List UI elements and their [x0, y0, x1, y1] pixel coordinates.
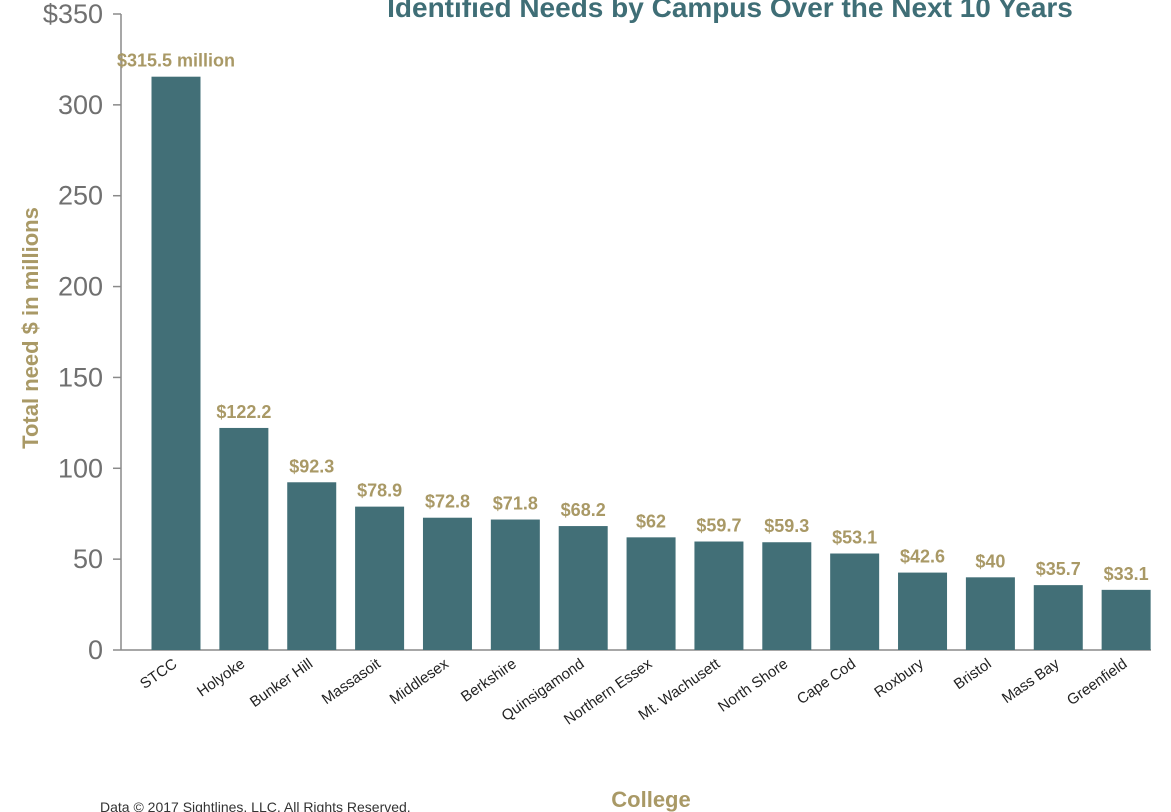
- bar: [219, 427, 269, 650]
- y-tick-label: $350: [43, 0, 103, 29]
- data-label: $122.2: [216, 402, 271, 422]
- y-tick-label: 250: [58, 181, 103, 211]
- bar: [151, 76, 201, 651]
- bar: [762, 542, 812, 650]
- data-label: $33.1: [1104, 564, 1149, 584]
- data-label: $71.8: [493, 494, 538, 514]
- y-tick-label: 200: [58, 272, 103, 302]
- bar: [1033, 585, 1083, 650]
- copyright-credit: Data © 2017 Sightlines, LLC. All Rights …: [100, 799, 411, 812]
- bar: [490, 519, 540, 650]
- x-tick-label: Berkshire: [458, 655, 520, 705]
- x-tick-label: Middlesex: [387, 655, 452, 708]
- data-label: $40: [975, 551, 1005, 571]
- x-tick-label: Massasoit: [319, 655, 385, 708]
- x-tick-label: Bunker Hill: [247, 655, 316, 711]
- x-tick-label: North Shore: [715, 655, 791, 715]
- data-label: $42.6: [900, 547, 945, 567]
- x-tick-label: Bristol: [951, 655, 995, 693]
- y-tick-label: 100: [58, 453, 103, 483]
- y-tick-label: 300: [58, 90, 103, 120]
- data-label: $59.7: [696, 516, 741, 536]
- data-label: $62: [636, 511, 666, 531]
- x-tick-label: Mass Bay: [999, 655, 1063, 707]
- bar: [422, 517, 472, 650]
- data-label: $59.3: [764, 516, 809, 536]
- x-axis-label: College: [611, 787, 690, 812]
- data-label: $315.5 million: [117, 51, 235, 71]
- data-label: $68.2: [561, 500, 606, 520]
- bar: [626, 537, 676, 650]
- bar: [558, 526, 608, 650]
- x-tick-label: Greenfield: [1064, 655, 1130, 709]
- bar: [898, 572, 948, 650]
- bar: [694, 541, 744, 650]
- y-tick-label: 0: [88, 635, 103, 665]
- y-tick-label: 50: [73, 544, 103, 574]
- x-tick-label: Holyoke: [194, 655, 248, 700]
- bar: [830, 553, 880, 650]
- data-label: $53.1: [832, 528, 877, 548]
- data-label: $35.7: [1036, 559, 1081, 579]
- x-tick-label: STCC: [137, 655, 180, 692]
- y-tick-label: 150: [58, 362, 103, 392]
- bar: [287, 482, 337, 650]
- bar: [1101, 589, 1151, 650]
- chart-title: Identified Needs by Campus Over the Next…: [387, 0, 1073, 23]
- data-label: $78.9: [357, 481, 402, 501]
- x-tick-label: Cape Cod: [794, 655, 859, 708]
- bar: [965, 577, 1015, 650]
- y-axis-label: Total need $ in millions: [18, 207, 43, 449]
- data-label: $92.3: [289, 456, 334, 476]
- data-label: $72.8: [425, 492, 470, 512]
- bar: [355, 506, 405, 650]
- x-tick-label: Roxbury: [871, 655, 927, 701]
